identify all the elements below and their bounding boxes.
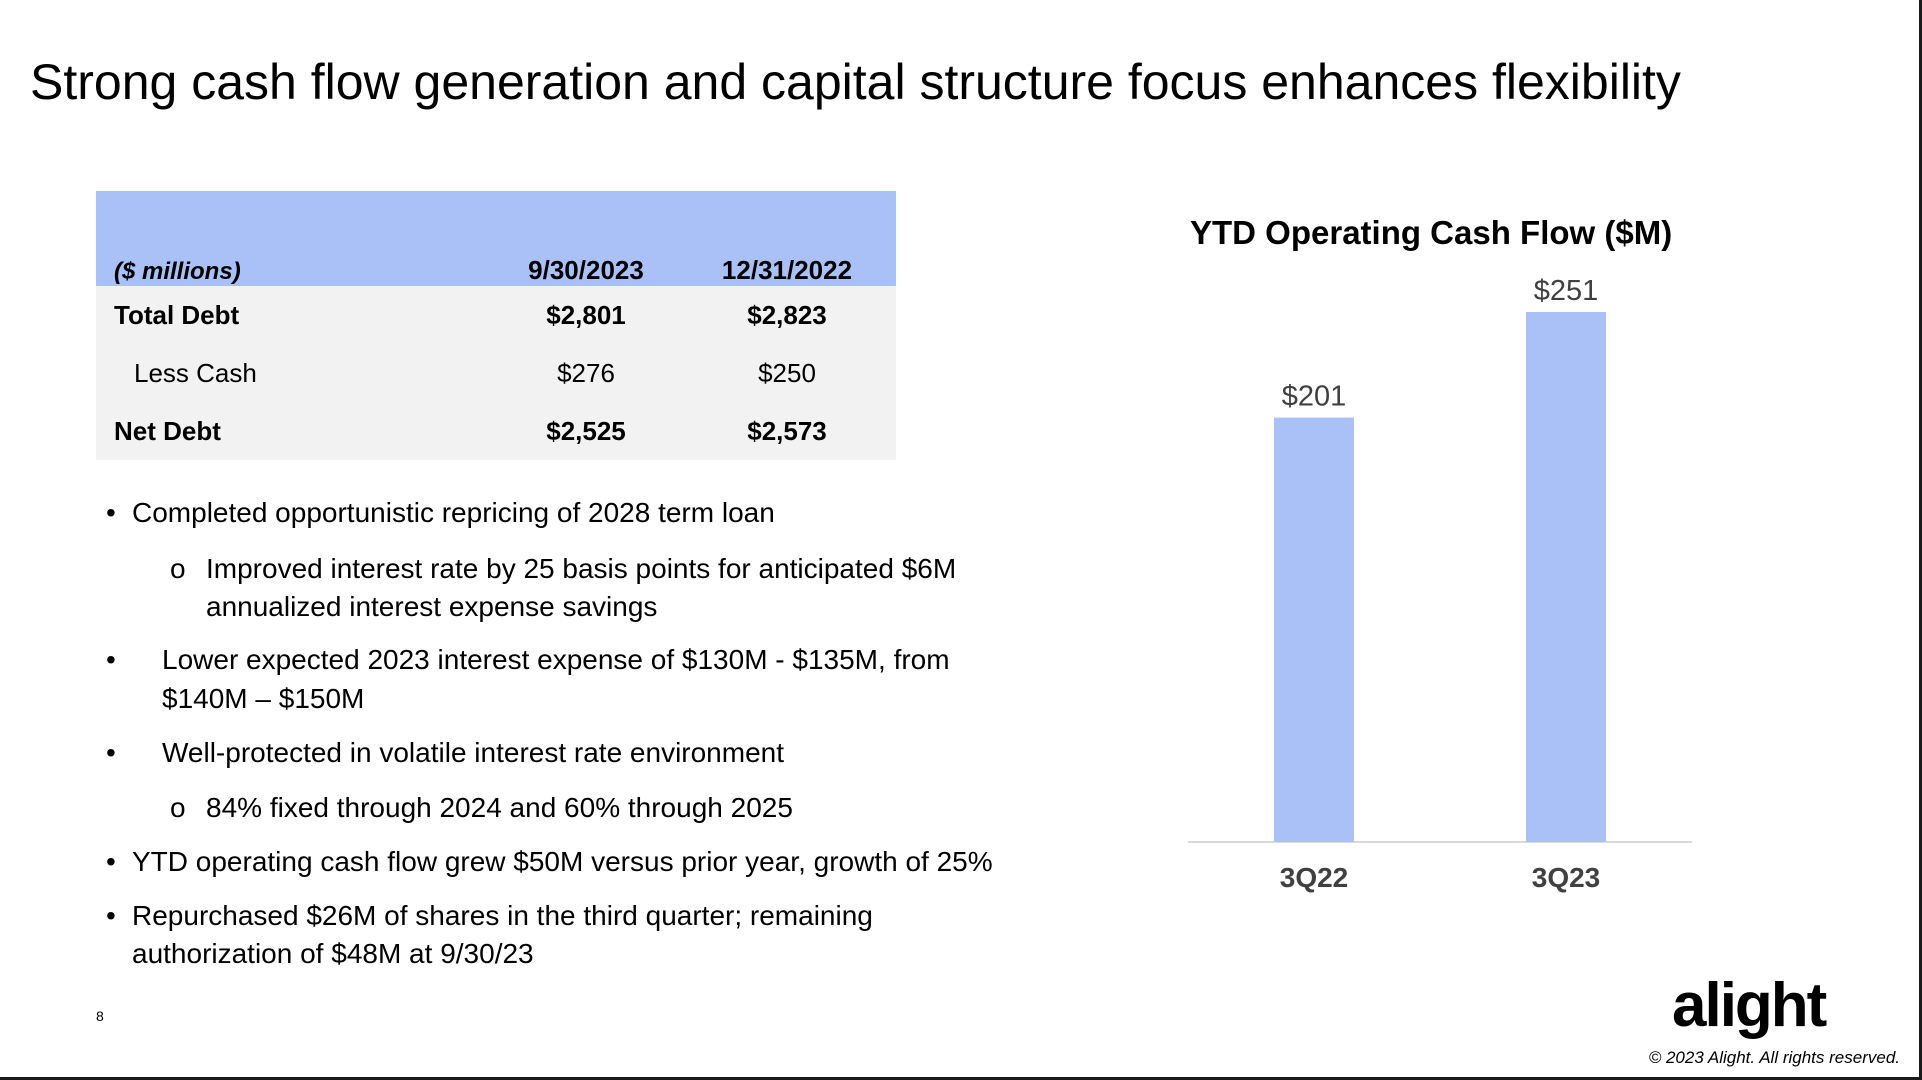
category-label: 3Q23 [1532,862,1601,893]
bullet-text: Improved interest rate by 25 basis point… [206,553,957,584]
cell-value: $2,573 [747,415,827,446]
table-row: Less Cash $276 $250 [96,344,896,402]
table-row: Total Debt $2,801 $2,823 [96,286,896,344]
cell-value: $2,525 [546,415,626,446]
bar-3q22 [1274,417,1354,842]
slide-title: Strong cash flow generation and capital … [30,54,1681,110]
bar-3q23 [1526,312,1606,842]
bullet-text: authorization of $48M at 9/30/23 [132,938,534,969]
slide-border-bottom [0,1077,1922,1080]
bullet-marker: • [106,644,116,675]
bullet-text: YTD operating cash flow grew $50M versus… [132,846,993,877]
page-number: 8 [96,1008,104,1024]
date-header-prior: 12/31/2022 [721,255,853,285]
debt-table: ($ millions) 9/30/2023 12/31/2022 Total … [96,191,896,460]
data-label: $251 [1534,275,1599,307]
cell-value: $276 [557,357,615,388]
units-header: ($ millions) [114,258,241,285]
sub-bullet-marker: o [170,553,186,584]
bullet-text: annualized interest expense savings [206,591,658,622]
date-header-current: 9/30/2023 [528,255,644,285]
bullet-marker: • [106,737,116,768]
alight-logo: alight [1672,971,1827,1040]
cell-value: $2,801 [546,299,626,330]
chart-title: YTD Operating Cash Flow ($M) [1190,214,1673,251]
bullet-text: 84% fixed through 2024 and 60% through 2… [206,792,793,823]
bullet-text: Completed opportunistic repricing of 202… [132,497,775,528]
bullet-text: $140M – $150M [162,683,365,714]
bullet-marker: • [106,497,116,528]
category-label: 3Q22 [1280,862,1349,893]
slide-border-right [1919,0,1922,1080]
cell-value: $250 [758,357,816,388]
bullet-text: Well-protected in volatile interest rate… [162,737,785,768]
bullet-text: Lower expected 2023 interest expense of … [162,644,950,675]
table-row: Net Debt $2,525 $2,573 [96,402,896,460]
bullet-text: Repurchased $26M of shares in the third … [132,900,873,931]
copyright-notice: © 2023 Alight. All rights reserved. [1648,1048,1900,1067]
operating-cash-flow-chart: $201 3Q22 $251 3Q23 [1188,275,1692,893]
sub-bullet-marker: o [170,792,186,823]
cell-value: $2,823 [747,299,827,330]
row-label-total-debt: Total Debt [114,299,240,330]
table-header-row: ($ millions) 9/30/2023 12/31/2022 [96,191,896,286]
row-label-net-debt: Net Debt [114,415,221,446]
bullet-marker: • [106,900,116,931]
data-label: $201 [1282,381,1347,413]
row-label-less-cash: Less Cash [134,357,257,388]
bullet-marker: • [106,846,116,877]
